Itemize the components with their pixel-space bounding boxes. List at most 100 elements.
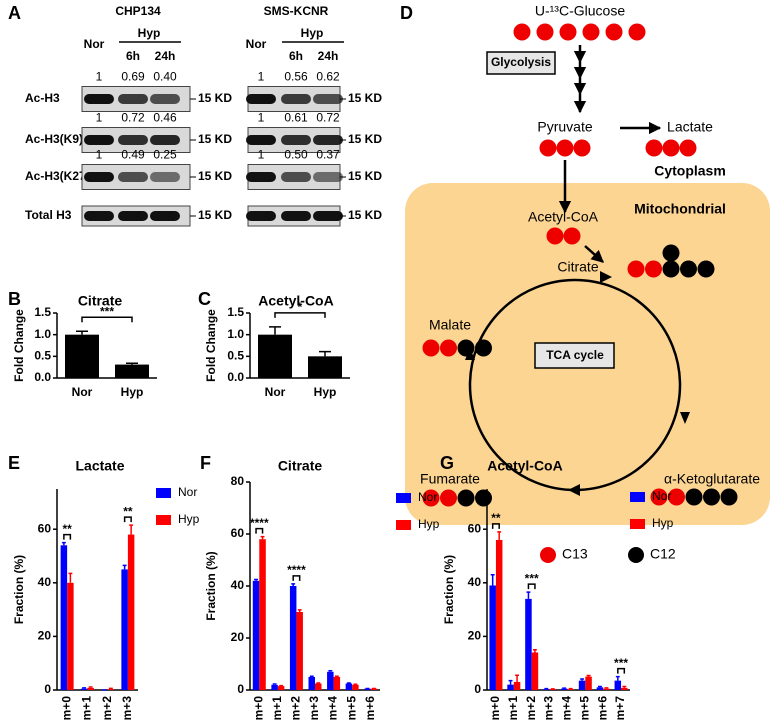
error-bar	[309, 675, 314, 677]
quantification: 1	[258, 70, 265, 84]
carbon-atom	[536, 23, 554, 41]
panel-letter: A	[8, 3, 21, 23]
pathway: Glycolysis	[491, 55, 551, 69]
carbon-atom	[679, 139, 697, 157]
bar	[277, 686, 285, 690]
carbon-atom	[556, 139, 574, 157]
x-tick-label: m+0	[251, 696, 265, 721]
significance-bracket	[292, 575, 301, 581]
band	[246, 135, 276, 145]
legend-label: C13	[562, 546, 588, 562]
time-label: 6h	[126, 49, 140, 63]
error-bar	[562, 687, 567, 689]
time-label: 6h	[289, 49, 303, 63]
band	[150, 172, 180, 182]
error-bar	[508, 679, 513, 685]
cycle: TCA cycle	[546, 348, 604, 362]
y-tick-label: 0.5	[227, 349, 244, 363]
legend-label: Hyp	[652, 516, 674, 530]
size-marker: 15 KD	[348, 169, 382, 183]
error-bar	[254, 578, 258, 581]
error-bar	[108, 687, 113, 690]
band	[313, 94, 343, 104]
panel-letter: C	[198, 289, 211, 309]
error-bar	[126, 362, 138, 365]
y-tick-label: 1.0	[34, 327, 51, 341]
x-tick-label: m+1	[506, 696, 520, 721]
significance-label: **	[491, 511, 501, 525]
carbon-atom	[703, 488, 720, 506]
band	[281, 172, 311, 182]
substrate: U-¹³C-Glucose	[535, 3, 625, 19]
chart-title: Acetyl-CoA	[258, 293, 333, 309]
bar	[289, 586, 297, 690]
carbon-atom	[668, 488, 685, 506]
x-tick-label: m+7	[613, 696, 627, 721]
carbon-atom	[573, 139, 591, 157]
bar	[345, 683, 353, 690]
significance-bracket	[617, 667, 626, 674]
carbon-atom	[563, 227, 581, 245]
x-tick-label: m+0	[488, 696, 502, 721]
band	[118, 135, 148, 145]
x-tick-label: m+4	[560, 696, 574, 721]
x-tick-label: m+2	[524, 696, 538, 721]
legend-swatch	[396, 520, 411, 530]
y-axis-label: Fraction (%)	[442, 555, 456, 624]
quantification: 1	[96, 111, 103, 125]
quantification: 0.37	[316, 148, 340, 162]
control-label: Nor	[84, 37, 105, 51]
error-bar	[61, 541, 66, 546]
y-tick-label: 60	[38, 521, 52, 535]
bar	[531, 652, 539, 690]
bar	[80, 688, 88, 690]
significance-bracket	[81, 316, 133, 323]
band	[84, 172, 114, 182]
error-bar	[346, 682, 351, 684]
panel-letter: G	[440, 453, 454, 473]
significance-label: ****	[250, 516, 269, 530]
carbon-atom	[457, 339, 475, 357]
size-marker: 15 KD	[198, 169, 232, 183]
x-tick-label: Hyp	[121, 385, 144, 399]
y-tick-label: 1.5	[34, 305, 51, 319]
legend-swatch	[540, 547, 556, 563]
band	[246, 211, 276, 221]
bar	[60, 545, 68, 690]
error-bar	[82, 687, 87, 689]
error-bar	[316, 682, 321, 684]
bar	[489, 585, 496, 690]
y-tick-label: 0.0	[34, 370, 51, 384]
panel-letter: E	[8, 453, 20, 473]
bar	[308, 356, 342, 378]
size-marker: 15 KD	[198, 91, 232, 105]
cytoplasm: Cytoplasm	[654, 163, 726, 179]
chart-title: Citrate	[278, 458, 323, 474]
legend-swatch	[396, 493, 411, 503]
y-tick-label: 0	[237, 682, 244, 696]
legend-swatch	[630, 519, 645, 529]
bar	[271, 684, 278, 690]
significance-label: *	[298, 300, 303, 314]
error-bar	[497, 531, 502, 540]
error-bar	[490, 574, 495, 586]
band	[281, 211, 311, 221]
legend-label: Nor	[418, 490, 437, 504]
bar	[333, 677, 341, 690]
bar	[127, 534, 135, 690]
error-bar	[586, 674, 591, 677]
y-tick-label: 1.0	[227, 327, 244, 341]
x-tick-label: m+3	[542, 696, 556, 721]
band	[246, 172, 276, 182]
y-axis-label: Fraction (%)	[12, 555, 26, 624]
error-bar	[353, 683, 358, 686]
x-tick-label: m+1	[80, 696, 94, 721]
acetyl-coa: Acetyl-CoA	[528, 209, 599, 225]
size-marker: 15 KD	[198, 208, 232, 222]
error-bar	[622, 685, 627, 688]
band	[84, 94, 114, 104]
metabolite: Fumarate	[420, 471, 480, 487]
row-label: Ac-H3(K9)	[25, 132, 83, 146]
bar	[327, 671, 334, 690]
